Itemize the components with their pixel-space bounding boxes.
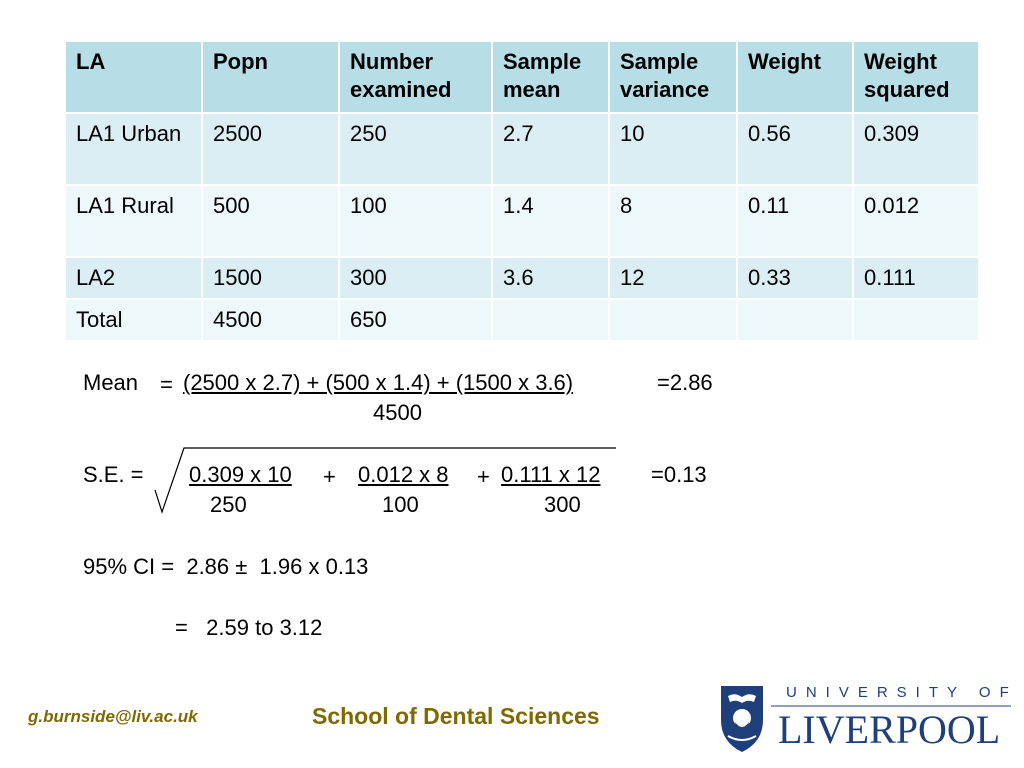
- table-cell: 8: [608, 184, 738, 258]
- se-plus-1: +: [323, 464, 336, 489]
- table-cell: 12: [608, 256, 738, 300]
- table-row: LA1 Rural 500 100 1.4 8 0.11 0.012: [64, 184, 980, 258]
- header-la: LA: [64, 40, 203, 114]
- table-cell: 0.56: [736, 112, 854, 186]
- table-cell: 250: [338, 112, 493, 186]
- table-row: LA2 1500 300 3.6 12 0.33 0.111: [64, 256, 980, 300]
- table-header-row: LA Popn Number examined Sample mean Samp…: [64, 40, 980, 114]
- table-cell: 650: [338, 298, 493, 342]
- university-name: LIVERPOOL: [778, 707, 1001, 752]
- table-cell: Total: [64, 298, 203, 342]
- table-cell: [608, 298, 738, 342]
- university-top-text: UNIVERSITY OF: [786, 684, 1018, 701]
- table-cell: 3.6: [491, 256, 610, 300]
- mean-result: =2.86: [657, 370, 713, 395]
- table-cell: LA2: [64, 256, 203, 300]
- table-cell: 1500: [201, 256, 340, 300]
- header-sample-variance: Sample variance: [608, 40, 738, 114]
- header-sample-mean: Sample mean: [491, 40, 610, 114]
- header-weight: Weight: [736, 40, 854, 114]
- header-popn: Popn: [201, 40, 340, 114]
- table-cell: 0.111: [852, 256, 980, 300]
- se-term3-denominator: 300: [544, 492, 581, 517]
- mean-equals: =: [160, 372, 173, 397]
- table-cell: 2.7: [491, 112, 610, 186]
- table-cell: 0.11: [736, 184, 854, 258]
- data-table: LA Popn Number examined Sample mean Samp…: [64, 40, 980, 342]
- mean-label: Mean: [83, 370, 139, 395]
- table-cell: 0.309: [852, 112, 980, 186]
- table-cell: 4500: [201, 298, 340, 342]
- se-term3-numerator: 0.111 x 12: [501, 462, 601, 487]
- footer-email: g.burnside@liv.ac.uk: [28, 707, 198, 726]
- mean-numerator: (2500 x 2.7) + (500 x 1.4) + (1500 x 3.6…: [183, 370, 574, 395]
- sqrt-sign-icon: [154, 447, 616, 514]
- table-cell: 10: [608, 112, 738, 186]
- table-cell: 2500: [201, 112, 340, 186]
- se-result: =0.13: [651, 462, 707, 487]
- se-plus-2: +: [477, 464, 490, 489]
- university-logo: UNIVERSITY OF LIVERPOOL: [718, 682, 1018, 754]
- table-cell: 0.012: [852, 184, 980, 258]
- table-cell: 300: [338, 256, 493, 300]
- se-term2-denominator: 100: [382, 492, 419, 517]
- header-weight-squared: Weight squared: [852, 40, 980, 114]
- se-term1-denominator: 250: [210, 492, 247, 517]
- table-cell: 1.4: [491, 184, 610, 258]
- table-cell: 100: [338, 184, 493, 258]
- table-row: LA1 Urban 2500 250 2.7 10 0.56 0.309: [64, 112, 980, 186]
- se-term1-numerator: 0.309 x 10: [189, 462, 292, 487]
- table-row: Total 4500 650: [64, 298, 980, 342]
- ci-line-2: = 2.59 to 3.12: [175, 615, 323, 640]
- table-cell: [736, 298, 854, 342]
- header-number-examined: Number examined: [338, 40, 493, 114]
- mean-denominator: 4500: [373, 400, 422, 425]
- se-label: S.E. =: [83, 462, 144, 487]
- table-cell: 500: [201, 184, 340, 258]
- footer-school: School of Dental Sciences: [312, 703, 600, 729]
- table-cell: LA1 Urban: [64, 112, 203, 186]
- ci-line-1: 95% CI = 2.86 ± 1.96 x 0.13: [83, 554, 369, 579]
- table-cell: 0.33: [736, 256, 854, 300]
- crest-icon: [721, 686, 1011, 752]
- table-cell: LA1 Rural: [64, 184, 203, 258]
- table-cell: [491, 298, 610, 342]
- table-cell: [852, 298, 980, 342]
- se-term2-numerator: 0.012 x 8: [358, 462, 449, 487]
